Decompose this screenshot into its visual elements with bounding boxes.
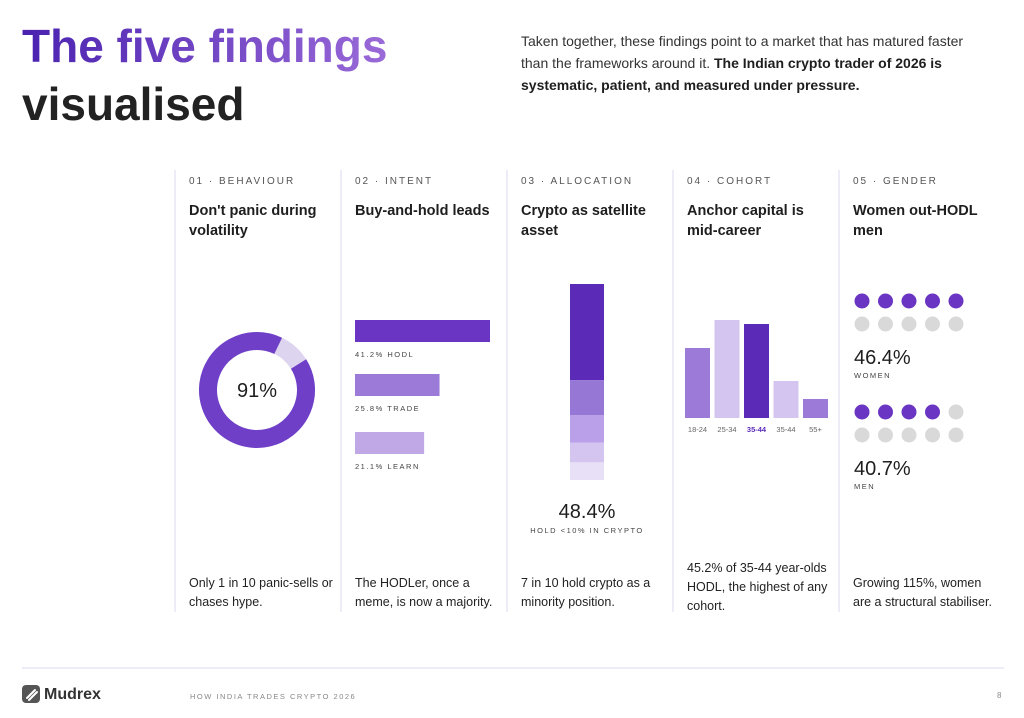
stack-segment — [570, 442, 604, 463]
intro-bold: The Indian crypto trader of 2026 is syst… — [521, 55, 942, 93]
column-label: 55+ — [809, 425, 822, 434]
stat-note: WOMEN — [854, 371, 891, 380]
stat: 46.4% — [854, 347, 911, 369]
page-number: 8 — [997, 691, 1002, 700]
panel-heading: Women out-HODL men — [853, 203, 978, 239]
intro-text: Taken together, these findings point to … — [521, 33, 964, 71]
panel-caption: The HODLer, once a meme, is now a majori… — [355, 576, 493, 609]
column-label: 18-24 — [688, 425, 707, 434]
stack-segment — [570, 462, 604, 480]
panel-caption: Only 1 in 10 panic-sells or chases hype. — [189, 576, 333, 609]
dot-empty — [854, 316, 870, 332]
panel-heading: Buy-and-hold leads — [355, 203, 490, 219]
dot-empty — [948, 316, 964, 332]
bar — [355, 320, 490, 342]
bar — [355, 432, 425, 454]
dot-filled — [854, 293, 870, 309]
dot-empty — [948, 404, 964, 420]
panel-tag: 04 · COHORT — [687, 176, 773, 187]
intro: Taken together, these findings point to … — [521, 30, 983, 96]
dot-empty — [854, 427, 870, 443]
panel-caption: Growing 115%, women are a structural sta… — [853, 576, 992, 609]
donut-arc — [199, 332, 315, 448]
panel-heading: Crypto as satellite asset — [521, 203, 646, 239]
dot-filled — [854, 404, 870, 420]
dot-empty — [901, 316, 917, 332]
panel-tag: 05 · GENDER — [853, 176, 938, 187]
donut-label: 91% — [237, 380, 277, 402]
dot-filled — [878, 293, 893, 309]
title-line: The five findings — [22, 20, 387, 72]
stat: 48.4% — [559, 501, 616, 523]
column-label: 35-44 — [747, 425, 767, 434]
logo-glyph — [26, 689, 38, 701]
dot-filled — [948, 293, 964, 309]
column-label: 25-34 — [717, 425, 736, 434]
dot-empty — [901, 427, 917, 443]
bar-label: 21.1% LEARN — [355, 462, 420, 471]
stat-note: MEN — [854, 482, 875, 491]
stack-segment — [570, 380, 604, 416]
stack-segment — [570, 415, 604, 443]
column — [803, 399, 828, 418]
column — [773, 381, 799, 418]
dot-empty — [878, 427, 893, 443]
dot-empty — [948, 427, 964, 443]
stat: 40.7% — [854, 458, 911, 480]
dot-filled — [901, 293, 917, 309]
bar — [355, 374, 440, 396]
panel-heading: Anchor capital is mid-career — [687, 203, 804, 239]
bar-label: 41.2% HODL — [355, 350, 415, 359]
panel-tag: 03 · ALLOCATION — [521, 176, 634, 187]
dot-empty — [878, 316, 893, 332]
bar-label: 25.8% TRADE — [355, 404, 421, 413]
panel-caption: 7 in 10 hold crypto as a minority positi… — [521, 576, 651, 609]
panel-tag: 02 · INTENT — [355, 176, 434, 187]
title-line: visualised — [22, 78, 244, 130]
dot-empty — [925, 427, 940, 443]
dot-filled — [901, 404, 917, 420]
dot-filled — [925, 293, 940, 309]
stat-note: HOLD <10% IN CRYPTO — [530, 526, 643, 535]
panel-tag: 01 · BEHAVIOUR — [189, 176, 296, 187]
panel-heading: Don't panic during volatility — [189, 203, 317, 239]
panel-caption: 45.2% of 35-44 year-olds HODL, the highe… — [687, 561, 828, 613]
tagline: HOW INDIA TRADES CRYPTO 2026 — [190, 692, 357, 701]
brand: Mudrex — [44, 686, 101, 703]
dot-empty — [925, 316, 940, 332]
column-label: 35-44 — [776, 425, 795, 434]
column — [685, 348, 710, 418]
dot-filled — [878, 404, 893, 420]
column — [744, 324, 769, 418]
stack-segment — [570, 284, 604, 381]
dot-filled — [925, 404, 940, 420]
column — [714, 320, 740, 418]
